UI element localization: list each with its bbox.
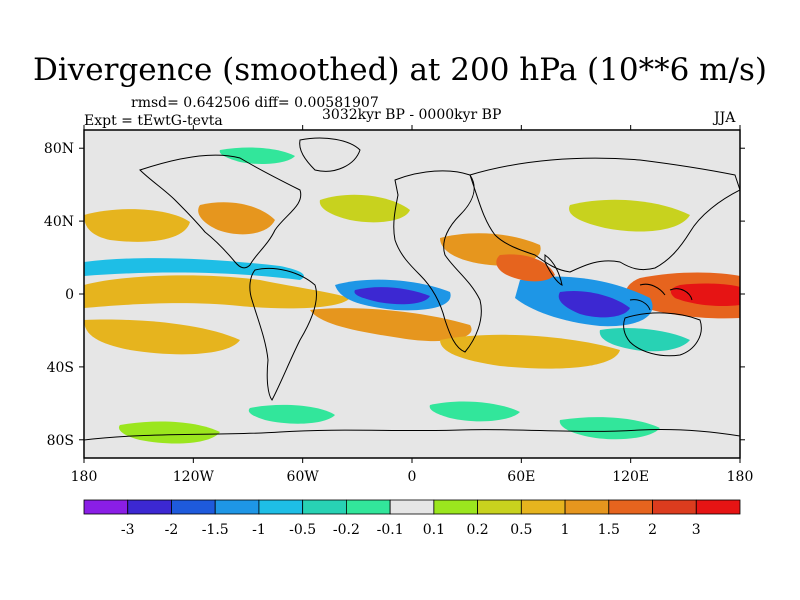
colorbar-swatch bbox=[652, 499, 697, 515]
colorbar-swatch bbox=[127, 499, 172, 515]
colorbar-label: -1.5 bbox=[202, 522, 229, 538]
x-tick-label: 120W bbox=[173, 469, 215, 485]
x-tick-label: 180 bbox=[727, 469, 754, 485]
central-pacific-band bbox=[84, 275, 350, 309]
colorbar-label: -1 bbox=[252, 522, 266, 538]
colorbar-swatch bbox=[302, 499, 347, 515]
colorbar-swatch bbox=[345, 499, 391, 515]
colorbar-swatch bbox=[214, 499, 260, 515]
asia-coast bbox=[469, 157, 740, 273]
indian-ocean-min-core bbox=[558, 290, 630, 318]
colorbar-label: 3 bbox=[692, 522, 701, 538]
europe-africa-coast bbox=[393, 170, 482, 353]
australia-blue bbox=[599, 328, 690, 352]
y-tick-label: 0 bbox=[65, 287, 74, 303]
colorbar-swatch bbox=[695, 499, 741, 515]
colorbar: -3 -2 -1.5 -1 -0.5 -0.2 -0.1 0.1 0.2 0.5 1 1.5 2 3 bbox=[83, 499, 741, 538]
south-pacific-band bbox=[84, 319, 240, 355]
colorbar-swatch bbox=[171, 499, 216, 515]
colorbar-label: 0.5 bbox=[510, 522, 532, 538]
x-tick-label: 180 bbox=[71, 469, 98, 485]
period-label: 3032kyr BP - 0000kyr BP bbox=[322, 107, 502, 123]
axis-ticks: 80N 40N 0 40S 80S 180 120W 60W 0 60E 120E 180 bbox=[44, 125, 753, 485]
colorbar-swatch bbox=[477, 499, 522, 515]
antarctica-coast bbox=[84, 428, 740, 441]
divergence-field bbox=[84, 147, 740, 444]
india-coast bbox=[544, 254, 563, 286]
colorbar-swatch bbox=[520, 499, 566, 515]
southern-ocean-green-2 bbox=[429, 401, 520, 422]
x-tick-label: 120E bbox=[612, 469, 649, 485]
africa-tropical-red bbox=[496, 254, 555, 282]
south-atlantic-band bbox=[310, 308, 472, 342]
east-pacific-blue-belt bbox=[84, 258, 304, 280]
colorbar-label: -0.1 bbox=[377, 522, 404, 538]
north-atlantic-yellow bbox=[319, 194, 410, 223]
y-tick-label: 80N bbox=[44, 141, 74, 157]
southern-ocean-yellow bbox=[118, 421, 220, 444]
coastlines bbox=[84, 137, 740, 441]
greenland-coast bbox=[299, 137, 361, 172]
experiment-label: Expt = tEwtG-tevta bbox=[84, 113, 223, 129]
colorbar-label: 2 bbox=[648, 522, 657, 538]
colorbar-label: 1.5 bbox=[598, 522, 620, 538]
x-tick-label: 60W bbox=[287, 469, 320, 485]
plot-title: Divergence (smoothed) at 200 hPa (10**6 … bbox=[33, 52, 767, 88]
season-label: JJA bbox=[714, 110, 736, 126]
colorbar-label: -3 bbox=[121, 522, 135, 538]
map-panel: 80N 40N 0 40S 80S 180 120W 60W 0 60E 120E 180 bbox=[44, 125, 753, 485]
colorbar-swatch bbox=[564, 499, 610, 515]
colorbar-label: -2 bbox=[165, 522, 179, 538]
x-tick-label: 0 bbox=[408, 469, 417, 485]
stats-text: rmsd= 0.642506 diff= 0.00581907 bbox=[131, 95, 379, 111]
australia-coast bbox=[623, 312, 702, 357]
colorbar-swatch bbox=[433, 499, 479, 515]
x-tick-label: 60E bbox=[507, 469, 535, 485]
asia-yellow bbox=[569, 199, 690, 232]
maritime-continent-coast bbox=[629, 283, 693, 311]
colorbar-label: 0.1 bbox=[423, 522, 445, 538]
southern-ocean-green-1 bbox=[248, 404, 335, 424]
south-america-coast bbox=[249, 267, 317, 401]
arctic-green bbox=[219, 147, 295, 164]
colorbar-swatch bbox=[258, 499, 304, 515]
colorbar-swatch bbox=[608, 499, 653, 515]
colorbar-swatch bbox=[389, 499, 435, 515]
south-indian-band bbox=[440, 334, 620, 369]
colorbar-label: -0.5 bbox=[289, 522, 316, 538]
colorbar-label: -0.2 bbox=[333, 522, 360, 538]
west-pacific-core bbox=[670, 283, 740, 307]
colorbar-label: 1 bbox=[561, 522, 570, 538]
y-tick-label: 40N bbox=[44, 214, 74, 230]
southern-ocean-green-3 bbox=[559, 417, 660, 440]
atlantic-min-core bbox=[354, 287, 430, 305]
north-pacific-band bbox=[84, 209, 190, 242]
colorbar-swatch bbox=[83, 499, 129, 515]
north-america-orange bbox=[198, 202, 275, 235]
north-america-coast bbox=[139, 154, 302, 269]
y-tick-label: 40S bbox=[47, 360, 74, 376]
y-tick-label: 80S bbox=[47, 433, 74, 449]
colorbar-label: 0.2 bbox=[466, 522, 488, 538]
